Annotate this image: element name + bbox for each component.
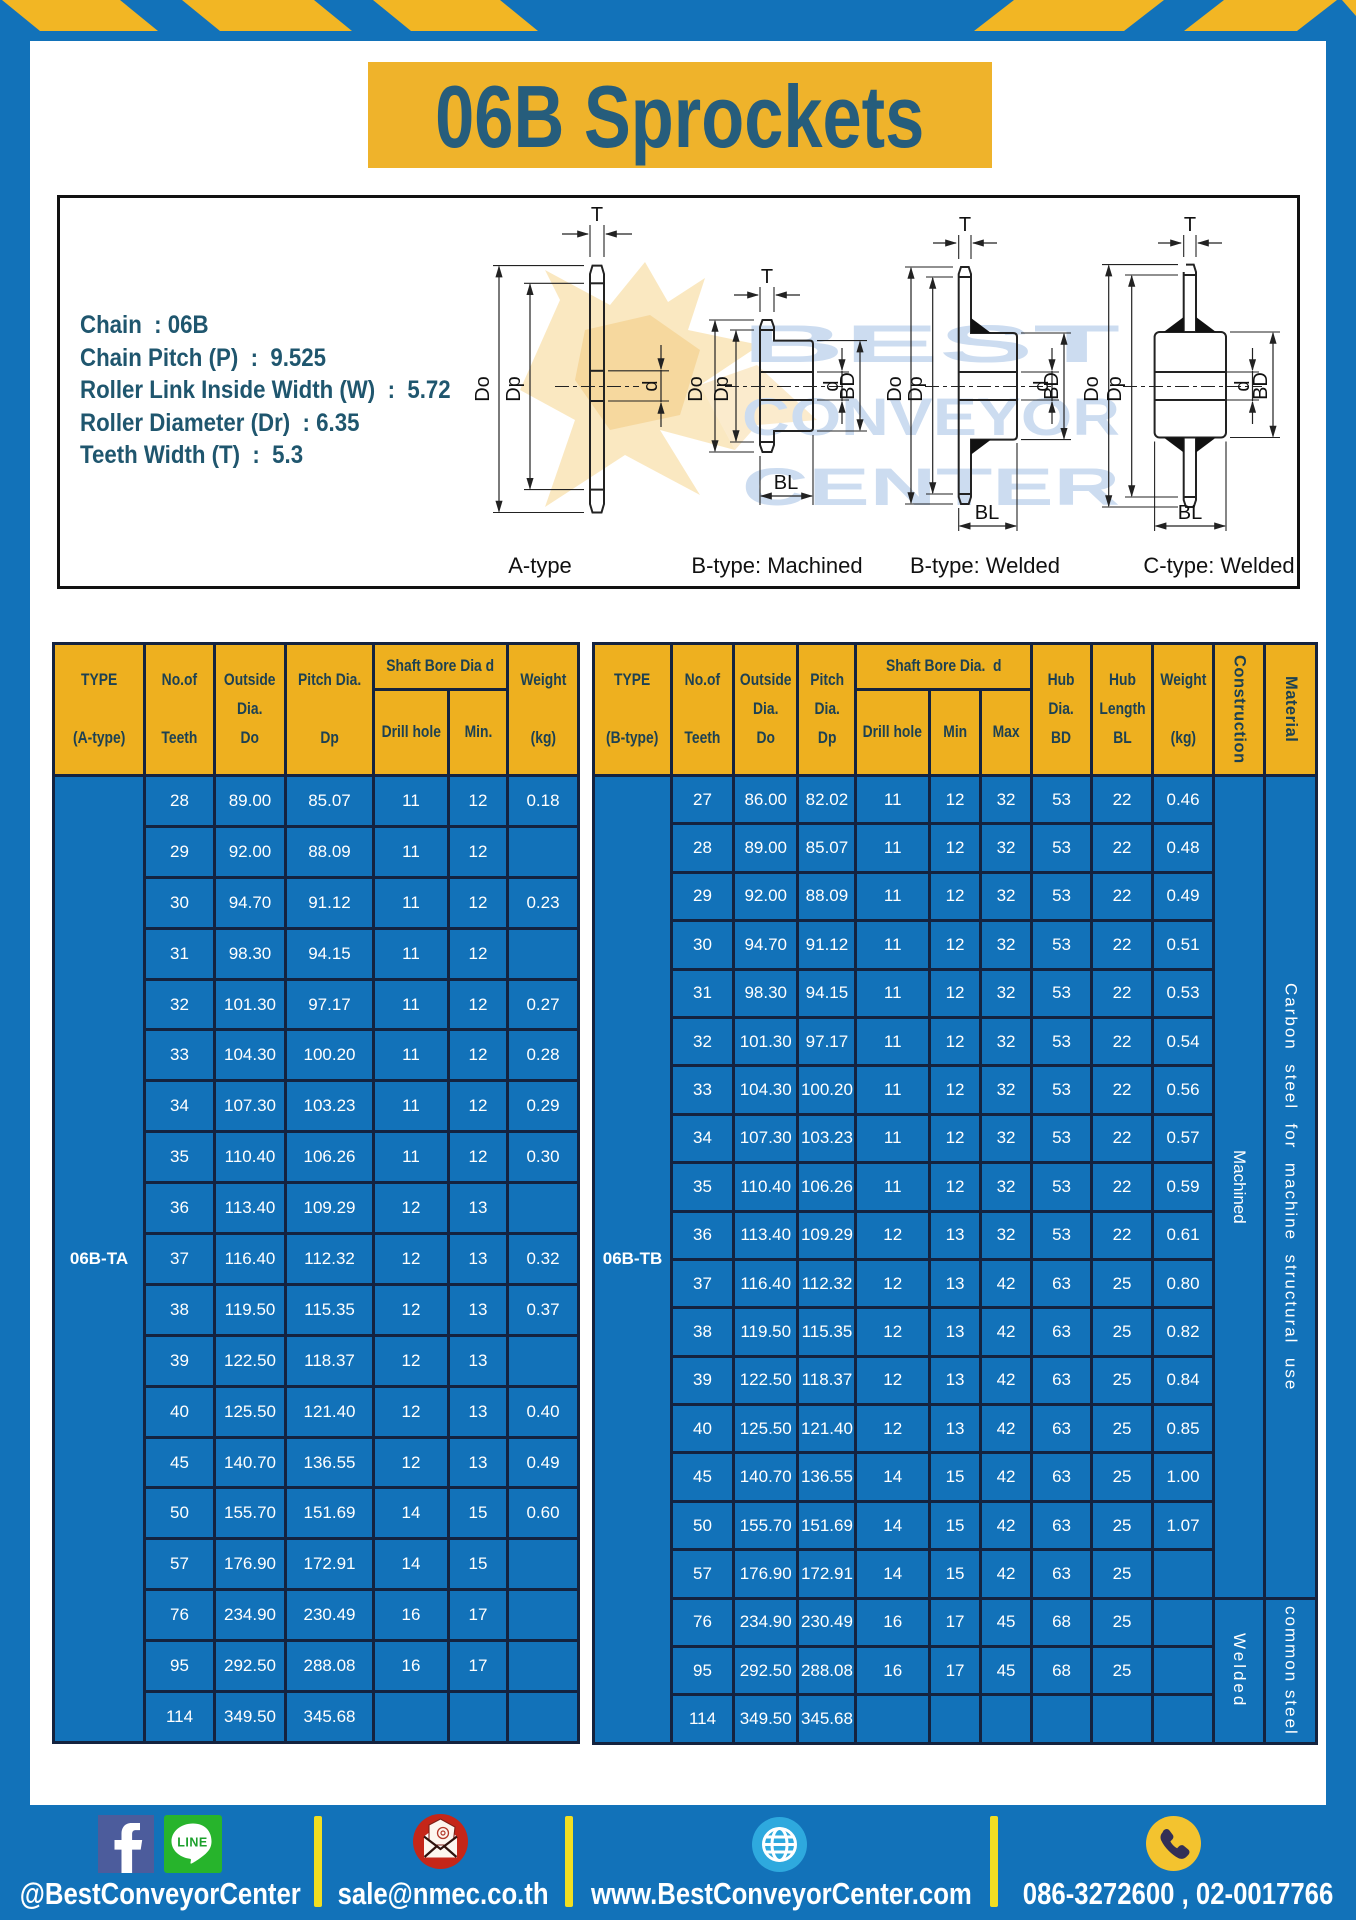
svg-text:d: d	[1031, 380, 1053, 391]
svg-text:BEST: BEST	[742, 315, 1120, 374]
svg-text:BL: BL	[774, 472, 798, 494]
svg-text:Dp: Dp	[1104, 376, 1126, 402]
svg-text:d: d	[640, 380, 662, 391]
svg-text:Dp: Dp	[905, 376, 927, 402]
svg-text:B-type: Welded: B-type: Welded	[910, 553, 1060, 578]
svg-text:BL: BL	[975, 502, 999, 524]
svg-text:B-type: Machined: B-type: Machined	[691, 553, 862, 578]
svg-text:BD: BD	[1041, 372, 1063, 400]
svg-text:Dp: Dp	[711, 376, 733, 402]
svg-text:LINE: LINE	[177, 1836, 207, 1850]
svg-text:CENTER: CENTER	[742, 458, 1120, 517]
svg-text:A-type: A-type	[508, 553, 572, 578]
svg-text:d: d	[821, 380, 843, 391]
svg-text:CONVEYOR: CONVEYOR	[742, 388, 1120, 447]
svg-text:C-type: Welded: C-type: Welded	[1143, 553, 1294, 578]
svg-text:Do: Do	[685, 376, 707, 402]
svg-text:d: d	[1232, 380, 1254, 391]
svg-text:T: T	[761, 266, 773, 288]
svg-text:T: T	[591, 204, 603, 226]
svg-text:Dp: Dp	[503, 376, 525, 402]
svg-text:BL: BL	[1178, 502, 1202, 524]
svg-text:T: T	[1184, 214, 1196, 236]
svg-text:T: T	[959, 214, 971, 236]
svg-text:BD: BD	[1250, 372, 1272, 400]
svg-text:Do: Do	[884, 376, 906, 402]
svg-text:BD: BD	[837, 372, 859, 400]
svg-text:Do: Do	[472, 376, 494, 402]
svg-text:Do: Do	[1081, 376, 1103, 402]
